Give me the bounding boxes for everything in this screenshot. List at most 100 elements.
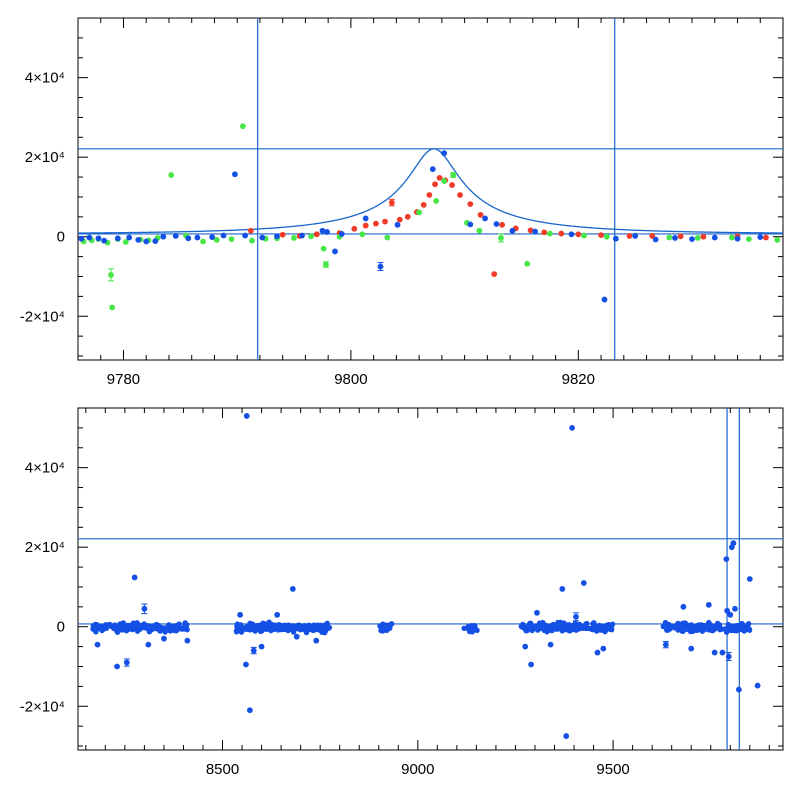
data-point-blue [377,263,384,270]
data-point-green [109,304,116,311]
data-point [530,624,536,630]
y-tick-label: 2×10⁴ [25,149,65,166]
data-point-green [308,233,315,240]
data-point-blue [725,653,732,660]
data-point-red [677,233,684,240]
y-tick-label: -2×10⁴ [20,698,65,715]
data-point-green [416,209,423,216]
data-point [134,620,140,626]
data-point-red [247,227,254,234]
data-point-blue [114,235,121,242]
bottom-panel-full-light-curve: 8500 9000 9500 -2×10⁴ 0 2×10⁴ 4×10⁴ [20,407,784,778]
data-point-green [498,235,504,241]
data-point [596,625,602,632]
data-point [726,627,733,633]
data-point [714,620,721,627]
data-point [464,625,471,631]
data-point-blue [95,235,102,242]
data-point-blue [184,637,191,644]
data-point-blue [160,233,167,240]
data-point-blue [688,645,695,652]
data-point [382,625,388,632]
data-point-blue [594,649,601,656]
data-point-blue [493,221,500,227]
data-point-blue [394,221,401,228]
data-point-red [558,230,565,237]
data-point-blue [274,611,281,618]
data-point-green [728,234,735,241]
data-point-blue [559,586,566,592]
y-tick-label: 4×10⁴ [25,460,65,477]
y-tick-label: 0 [57,619,65,636]
data-point-red [575,231,582,238]
data-point-blue [632,233,639,239]
data-point-blue [185,235,192,242]
data-point-blue [338,231,345,237]
data-point-green [581,232,587,239]
data-point [279,624,286,631]
data-point-green [603,233,610,240]
data-point-blue [126,234,133,241]
data-point [285,622,292,628]
data-point-blue [652,236,659,243]
data-point [111,624,118,631]
data-point-blue [324,229,330,235]
data-point [291,625,297,631]
data-point [474,627,480,633]
y-tick-label: 2×10⁴ [25,539,65,556]
data-point [555,619,561,626]
data-point-green [122,238,129,245]
data-point [556,626,563,632]
data-point [580,624,587,631]
data-point-red [449,182,456,188]
data-point-blue [250,647,257,654]
data-point-blue [429,166,436,173]
data-point-green [213,237,220,243]
data-point-red [491,271,498,278]
data-point [92,621,99,628]
data-point [566,624,572,631]
data-point-blue [194,234,201,241]
data-point-red [626,233,633,239]
y-tick-label: 0 [57,229,65,246]
data-point-blue [441,150,448,157]
data-point-blue [274,233,280,240]
data-point [731,624,737,631]
data-point [153,622,160,628]
data-point-red [499,221,506,228]
data-point-blue [293,633,300,640]
data-point [170,626,177,632]
data-point-red [279,231,286,238]
data-point [571,626,577,633]
data-point [122,623,128,630]
data-point [257,622,263,628]
data-point-blue [573,613,579,620]
data-point [551,626,558,632]
data-point-green [200,238,206,245]
data-point-blue [532,228,539,235]
data-point-green [694,235,701,241]
data-point-blue [482,215,488,222]
data-point-blue [757,234,764,241]
data-point-blue [362,215,369,222]
plot-frame [77,17,784,361]
y-tick-label: -2×10⁴ [20,308,65,325]
data-point-green [359,231,366,238]
data-point [249,621,256,627]
data-point [93,629,99,635]
data-point [244,626,250,632]
data-point [114,629,121,635]
data-point-red [373,220,379,227]
data-point-blue [547,641,554,648]
data-point-blue [246,707,253,714]
data-point-blue [746,576,753,582]
data-point-green [322,261,329,268]
data-point-blue [209,234,216,241]
data-point-blue [86,234,93,241]
data-point-blue [563,733,570,739]
data-point-red [457,192,463,198]
data-point-blue [689,236,695,243]
data-point-green [546,230,553,237]
data-point [306,625,312,631]
data-point-blue [730,540,737,547]
